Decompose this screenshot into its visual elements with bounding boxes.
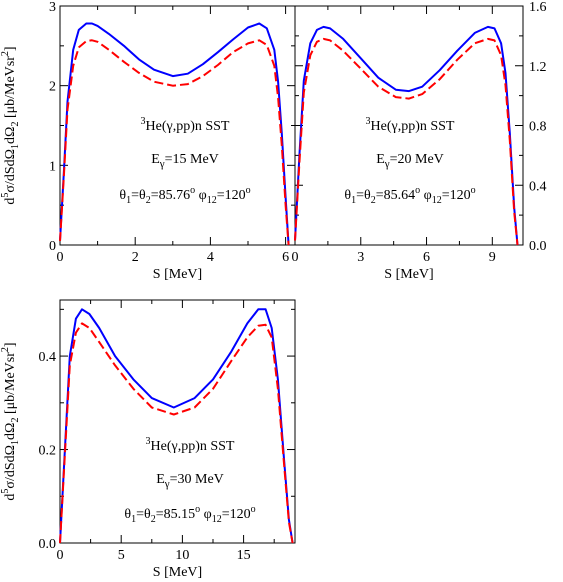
annotation-reaction: 3He(γ,pp)n SST: [146, 436, 235, 454]
y-axis-title: d5σ/dSdΩ1dΩ2 [μb/MeVsr2]: [0, 46, 21, 204]
x-tick-label: 6: [282, 250, 289, 265]
x-axis-title: S [MeV]: [153, 565, 202, 580]
y-tick-label: 0: [49, 239, 56, 254]
y-tick-label: 0.0: [39, 537, 57, 552]
y-tick-label: 0.0: [529, 239, 547, 254]
y-axis-title: d5σ/dSdΩ1dΩ2 [μb/MeVsr2]: [0, 342, 21, 500]
x-tick-label: 0: [57, 250, 64, 265]
x-axis-title: S [MeV]: [153, 267, 202, 282]
y-tick-label: 1.6: [529, 0, 547, 15]
x-tick-label: 3: [357, 250, 364, 265]
x-tick-label: 6: [423, 250, 430, 265]
x-tick-label: 0: [292, 250, 299, 265]
chart-panel-2: 0 3 6 9 0.0 0.4 0.8 1.2 1.6 S [MeV] 3He(γ,pp)n SST…: [292, 0, 547, 282]
y-tick-label: 0.2: [39, 444, 57, 459]
chart-panel-3: 0 5 10 15 0.0 0.2 0.4 S [MeV] d5σ/dSdΩ1dΩ2 [μb/M…: [0, 299, 296, 580]
annotation-reaction: 3He(γ,pp)n SST: [366, 116, 455, 134]
annotation-angles: θ1=θ2=85.64o φ12=120o: [344, 185, 475, 206]
y-tick-label: 1.2: [529, 60, 547, 75]
x-tick-label: 2: [132, 250, 139, 265]
annotation-energy: Eγ=30 MeV: [156, 472, 224, 490]
y-tick-label: 2: [49, 80, 56, 95]
y-tick-label: 0.4: [39, 350, 57, 365]
annotation-energy: Eγ=20 MeV: [376, 152, 444, 170]
dashed-curve: [59, 39, 290, 246]
y-tick-label: 0.4: [529, 179, 547, 194]
x-tick-label: 9: [489, 250, 496, 265]
x-tick-label: 5: [118, 548, 125, 563]
annotation-reaction: 3He(γ,pp)n SST: [141, 116, 230, 134]
y-tick-label: 0.8: [529, 120, 547, 135]
dashed-curve: [294, 37, 519, 246]
x-tick-label: 4: [207, 250, 214, 265]
y-tick-label: 3: [49, 0, 56, 15]
dashed-curve: [59, 322, 294, 544]
x-tick-label: 0: [57, 548, 64, 563]
x-axis-title: S [MeV]: [384, 267, 433, 282]
y-tick-label: 1: [49, 159, 56, 174]
annotation-angles: θ1=θ2=85.15o φ12=120o: [124, 504, 255, 525]
solid-curve: [59, 22, 290, 246]
annotation-energy: Eγ=15 MeV: [151, 152, 219, 170]
x-tick-label: 15: [237, 548, 251, 563]
annotation-angles: θ1=θ2=85.76o φ12=120o: [119, 185, 250, 206]
solid-curve: [294, 25, 519, 246]
plot-frame: [59, 299, 296, 544]
x-tick-label: 10: [175, 548, 189, 563]
solid-curve: [59, 308, 294, 544]
